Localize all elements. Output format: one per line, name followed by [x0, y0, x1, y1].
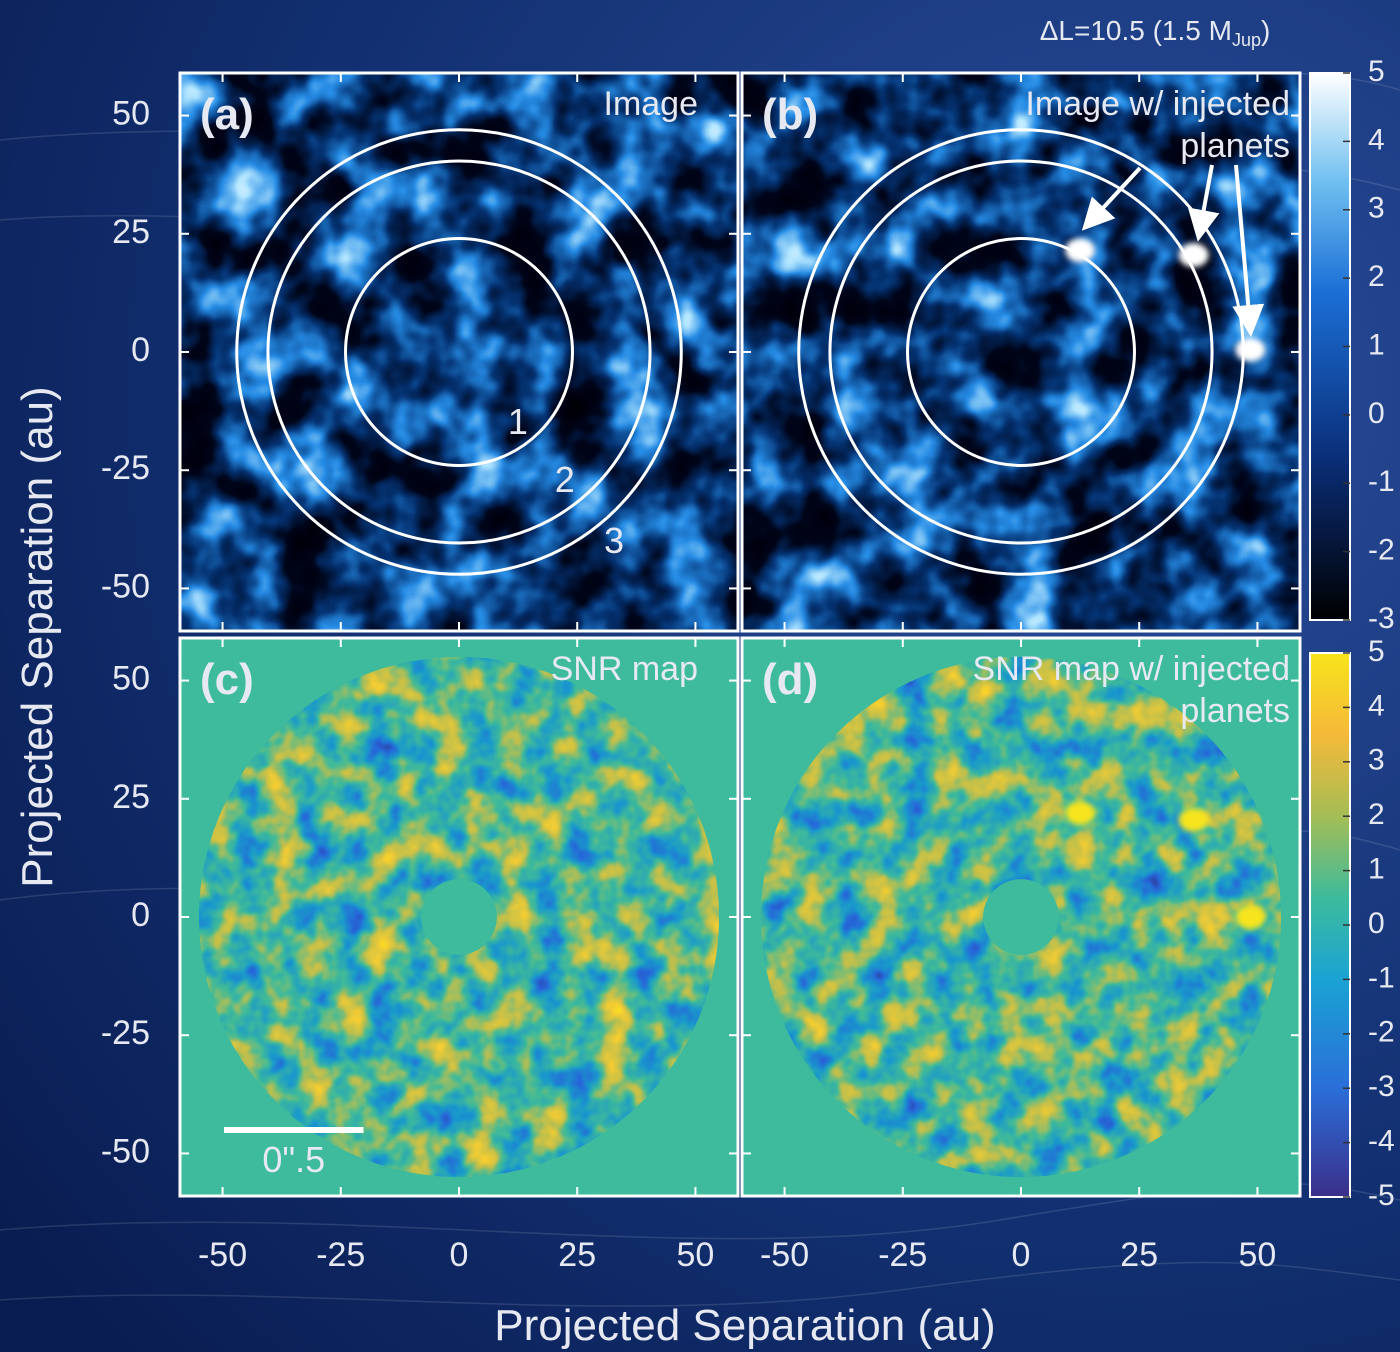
colorbar-tick-label: 3 [1368, 192, 1385, 225]
colorbar-tick-label: -1 [1368, 465, 1395, 498]
panel-title: Image [604, 85, 699, 123]
y-tick-label: 25 [112, 213, 150, 251]
page: 123-50-2502550(a)Image(b)Image w/ inject… [0, 0, 1400, 1352]
colorbar-tick-label: -3 [1368, 602, 1395, 635]
injected-planet [1065, 801, 1095, 825]
y-tick-label: -25 [101, 1014, 150, 1052]
x-tick-label: 25 [1120, 1236, 1158, 1274]
y-tick-label: 25 [112, 778, 150, 816]
y-axis-label: Projected Separation (au) [13, 386, 62, 887]
injected-planet [1235, 905, 1265, 929]
panel-label: (d) [762, 655, 818, 704]
panel: 0".5 -50 -25 0 25 50 -50 -25 0 25 50 (c) SNR map [101, 638, 738, 1274]
x-tick-label: 50 [1239, 1236, 1277, 1274]
panel-title: SNR map [551, 650, 698, 688]
y-tick-label: 50 [112, 95, 150, 133]
colorbar-tick-label: 1 [1368, 853, 1385, 886]
colorbar-tick-label: -1 [1368, 961, 1395, 994]
x-tick-label: -25 [316, 1236, 365, 1274]
panel-label: (a) [200, 90, 254, 139]
colorbar-tick-label: -2 [1368, 534, 1395, 567]
x-tick-label: 25 [558, 1236, 596, 1274]
colorbar-tick-label: 4 [1368, 123, 1385, 156]
figure: 123-50-2502550(a)Image(b)Image w/ inject… [0, 0, 1400, 1352]
colorbar-tick-label: 4 [1368, 689, 1385, 722]
scale-bar-label: 0".5 [262, 1139, 325, 1180]
x-axis-label: Projected Separation (au) [494, 1301, 995, 1350]
colorbar-tick-label: 2 [1368, 798, 1385, 831]
colorbar-tick-label: -2 [1368, 1016, 1395, 1049]
annotation-text: ΔL=10.5 (1.5 M [1040, 15, 1232, 46]
y-tick-label: 0 [131, 896, 150, 934]
colorbar-tick-label: 2 [1368, 260, 1385, 293]
colorbar-tick-label: 5 [1368, 635, 1385, 668]
y-tick-label: 50 [112, 660, 150, 698]
y-tick-label: -50 [101, 1132, 150, 1170]
y-tick-label: 0 [131, 331, 150, 369]
colorbar-tick-label: -4 [1368, 1125, 1395, 1158]
annotation-subscript: Jup [1232, 30, 1261, 50]
x-tick-label: 0 [450, 1236, 469, 1274]
panel-title: Image w/ injected [1025, 85, 1290, 123]
panel-image [180, 73, 738, 631]
annotation-close: ) [1261, 15, 1270, 46]
injected-planet [1179, 243, 1209, 267]
panel-label: (b) [762, 90, 818, 139]
x-tick-label: -25 [878, 1236, 927, 1274]
y-tick-label: -25 [101, 449, 150, 487]
y-tick-label: -50 [101, 567, 150, 605]
x-tick-label: 50 [677, 1236, 715, 1274]
panel: 123 -50 -25 0 25 50 (a) Image [101, 73, 738, 631]
colorbar-tick-label: -3 [1368, 1070, 1395, 1103]
panel-label: (c) [200, 655, 254, 704]
colorbar-tick-label: 0 [1368, 907, 1385, 940]
ring-label: 2 [555, 459, 575, 500]
colorbar-tick-label: 3 [1368, 744, 1385, 777]
panel: (b) Image w/ injected planets -3 -2 -1 0 1 2 3 4 5 [742, 55, 1395, 635]
image-field [180, 73, 738, 631]
colorbar-tick-label: 5 [1368, 55, 1385, 88]
injected-planet [1179, 808, 1209, 832]
ring-label: 3 [604, 520, 624, 561]
panel-image [180, 638, 738, 1196]
x-tick-label: -50 [198, 1236, 247, 1274]
colorbar-tick-label: 0 [1368, 397, 1385, 430]
colorbar-tick-label: -5 [1368, 1179, 1395, 1212]
colorbar-tick-label: 1 [1368, 328, 1385, 361]
panel-title: planets [1180, 127, 1290, 165]
panel-title: SNR map w/ injected [973, 650, 1290, 688]
x-tick-label: 0 [1012, 1236, 1031, 1274]
x-tick-label: -50 [760, 1236, 809, 1274]
injected-planet [1235, 338, 1265, 362]
coronagraph-mask [421, 879, 497, 955]
panel-title: planets [1180, 692, 1290, 730]
ring-label: 1 [508, 401, 528, 442]
coronagraph-mask [983, 879, 1059, 955]
